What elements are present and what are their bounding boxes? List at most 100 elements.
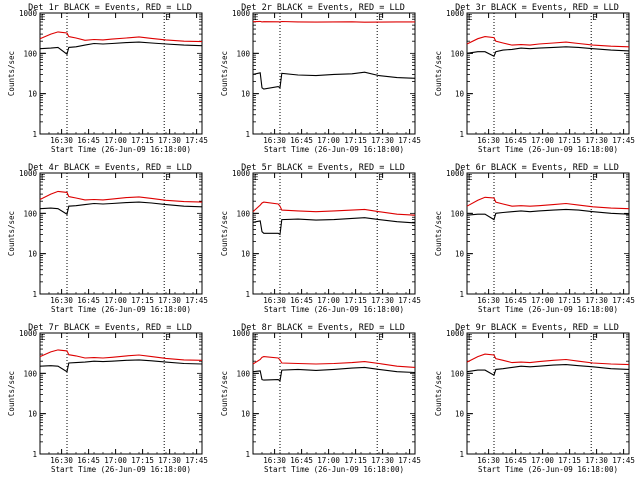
event-annotation-right: E [592,13,597,22]
chart-title: Det 6r BLACK = Events, RED = LLD [455,163,619,173]
y-axis-label: Counts/sec [7,51,16,96]
event-annotation-left: E [254,173,259,182]
x-tick-label: 17:00 [531,136,554,145]
x-tick-label: 17:45 [185,456,208,465]
x-tick-label: 16:30 [477,136,500,145]
y-tick-label: 100 [236,209,250,218]
y-tick-label: 10 [455,90,465,99]
x-tick-label: 16:30 [477,296,500,305]
x-tick-label: 16:45 [504,136,527,145]
x-tick-label: 17:15 [131,136,154,145]
series-events-line [252,217,416,236]
y-axis-label: Counts/sec [220,51,229,96]
x-tick-label: 17:00 [104,136,127,145]
x-tick-label: 17:00 [317,136,340,145]
event-annotation-left: E [468,173,473,182]
x-tick-label: 17:45 [398,136,421,145]
y-tick-label: 100 [23,369,37,378]
y-tick-label: 10 [241,90,251,99]
y-tick-label: 10 [455,250,465,259]
plot-frame [39,12,203,135]
chart-title: Det 9r BLACK = Events, RED = LLD [455,323,619,333]
y-tick-label: 1000 [232,329,251,338]
y-tick-label: 10 [28,90,38,99]
event-annotation-left: E [41,333,46,342]
event-annotation-left: E [254,13,259,22]
x-tick-label: 17:45 [612,456,635,465]
series-events-line [39,41,203,56]
x-axis-label: Start Time (26-Jun-09 16:18:00) [264,465,404,474]
x-tick-label: 17:30 [585,136,608,145]
chart-panel-9: Det 9r BLACK = Events, RED = LLD 1 10 100 10… [434,323,635,474]
event-annotation-right: E [165,13,170,22]
plot-frame [466,332,630,455]
x-tick-label: 17:00 [317,296,340,305]
x-tick-label: 17:00 [531,456,554,465]
chart-panel-6: Det 6r BLACK = Events, RED = LLD 1 10 100 10… [434,163,635,314]
x-tick-label: 17:30 [371,136,394,145]
series-events-line [466,46,630,57]
y-tick-label: 1000 [446,9,465,18]
x-tick-label: 17:30 [158,456,181,465]
plot-frame [466,172,630,295]
y-tick-label: 1000 [232,9,251,18]
y-tick-label: 1 [32,130,37,139]
x-tick-label: 16:45 [77,136,100,145]
x-tick-label: 17:00 [317,456,340,465]
x-tick-label: 17:15 [344,456,367,465]
y-tick-label: 10 [455,410,465,419]
y-axis-label: Counts/sec [7,371,16,416]
plot-frame [252,332,416,455]
x-tick-label: 16:30 [263,296,286,305]
chart-panel-3: Det 3r BLACK = Events, RED = LLD 1 10 100 10… [434,3,635,154]
x-tick-label: 17:15 [131,456,154,465]
x-tick-label: 16:45 [290,136,313,145]
x-tick-label: 17:30 [585,296,608,305]
y-tick-label: 10 [28,250,38,259]
x-tick-label: 17:15 [131,296,154,305]
x-tick-label: 17:45 [185,296,208,305]
x-tick-label: 17:30 [585,456,608,465]
y-axis-label: Counts/sec [220,371,229,416]
x-tick-label: 17:15 [344,296,367,305]
series-events-line [39,201,203,216]
y-axis-label: Counts/sec [434,51,443,96]
chart-panel-4: Det 4r BLACK = Events, RED = LLD 1 10 100 10… [7,163,208,314]
event-annotation-right: E [592,333,597,342]
x-tick-label: 17:30 [158,136,181,145]
plot-frame [466,12,630,135]
x-tick-label: 17:00 [104,296,127,305]
x-tick-label: 17:45 [398,456,421,465]
chart-title: Det 4r BLACK = Events, RED = LLD [28,163,192,173]
y-tick-label: 100 [236,49,250,58]
x-tick-label: 17:15 [558,136,581,145]
chart-title: Det 5r BLACK = Events, RED = LLD [241,163,405,173]
event-annotation-left: E [41,13,46,22]
y-axis-label: Counts/sec [434,371,443,416]
y-axis-label: Counts/sec [220,211,229,256]
series-lld-line [252,356,416,368]
x-tick-label: 17:30 [371,296,394,305]
chart-title: Det 7r BLACK = Events, RED = LLD [28,323,192,333]
y-tick-label: 100 [450,369,464,378]
y-tick-label: 1000 [446,169,465,178]
x-axis-label: Start Time (26-Jun-09 16:18:00) [264,145,404,154]
y-tick-label: 100 [450,49,464,58]
x-tick-label: 16:30 [477,456,500,465]
x-tick-label: 17:45 [398,296,421,305]
x-tick-label: 16:45 [290,296,313,305]
x-axis-label: Start Time (26-Jun-09 16:18:00) [478,305,618,314]
event-annotation-right: E [378,13,383,22]
y-tick-label: 10 [241,410,251,419]
x-tick-label: 17:45 [612,136,635,145]
event-annotation-right: E [165,173,170,182]
x-axis-label: Start Time (26-Jun-09 16:18:00) [51,465,191,474]
chart-panel-1: Det 1r BLACK = Events, RED = LLD 1 10 100 10… [7,3,208,154]
y-tick-label: 10 [241,250,251,259]
y-tick-label: 100 [23,49,37,58]
x-tick-label: 17:45 [185,136,208,145]
series-lld-line [466,353,630,366]
event-annotation-left: E [468,333,473,342]
event-annotation-right: E [378,333,383,342]
